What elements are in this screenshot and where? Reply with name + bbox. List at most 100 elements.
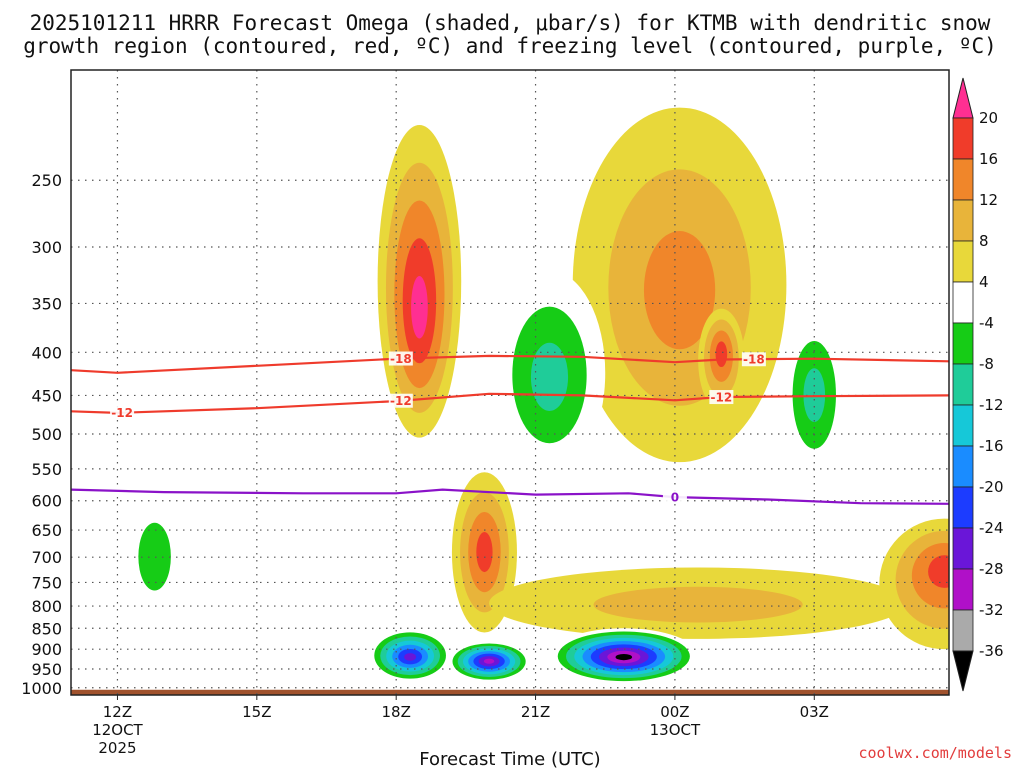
contour-label-bg--12-0 bbox=[110, 405, 135, 420]
contour-0 bbox=[71, 488, 949, 505]
colorbar-label--8: -8 bbox=[979, 355, 994, 373]
colorbar-label--24: -24 bbox=[979, 519, 1004, 537]
colorbar-segment-12 bbox=[952, 158, 974, 201]
chart-title-line-2: growth region (contoured, red, ºC) and f… bbox=[23, 34, 997, 58]
x-tick-year-12Z: 2025 bbox=[98, 739, 136, 757]
omega-updraft-upper-core-level-4 bbox=[411, 275, 428, 339]
x-tick-18Z: 18Z bbox=[381, 703, 410, 721]
temperature-contours bbox=[71, 354, 949, 505]
y-tick-800: 800 bbox=[31, 597, 62, 616]
omega-descent-low-3 bbox=[549, 628, 699, 685]
colorbar-segment--32 bbox=[952, 568, 974, 611]
y-tick-850: 850 bbox=[31, 619, 62, 638]
y-tick-750: 750 bbox=[31, 573, 62, 592]
y-tick-600: 600 bbox=[31, 492, 62, 511]
colorbar-segment--24 bbox=[952, 486, 974, 529]
x-tick-00Z: 00Z bbox=[660, 703, 689, 721]
colorbar-label-4: 4 bbox=[979, 273, 989, 291]
colorbar: 20 16 12 8 4 -4 -8 -12 -16 -20 -24 -28 -32 -36 bbox=[952, 77, 1004, 692]
omega-upper-ridge-plume bbox=[572, 107, 787, 463]
colorbar-label--28: -28 bbox=[979, 560, 1004, 578]
colorbar-label--16: -16 bbox=[979, 437, 1004, 455]
contour-label--18-1: -18 bbox=[743, 353, 765, 367]
contour-label--12-2: -12 bbox=[711, 391, 733, 405]
x-axis-label: Forecast Time (UTC) bbox=[419, 749, 600, 768]
y-axis-ticks: 250 300 350 400 450 500 550 600 650 700 750 800 850 9… bbox=[21, 171, 62, 698]
omega-descent-low-2 bbox=[447, 640, 531, 683]
omega-shading bbox=[122, 107, 949, 685]
contour--18 bbox=[71, 354, 949, 374]
colorbar-bottom-arrow bbox=[952, 650, 974, 692]
colorbar-segment-8 bbox=[952, 199, 974, 242]
colorbar-label--4: -4 bbox=[979, 314, 994, 332]
colorbar-segment--28 bbox=[952, 527, 974, 570]
colorbar-label-16: 16 bbox=[979, 150, 998, 168]
colorbar-label--32: -32 bbox=[979, 601, 1004, 619]
colorbar-label-20: 20 bbox=[979, 109, 998, 127]
contour-labels: -18 -18 -12 -12 -12 0 bbox=[110, 351, 766, 505]
omega-lower-mid-plume-level-3 bbox=[476, 531, 493, 573]
y-tick-350: 350 bbox=[31, 294, 62, 313]
x-tick-15Z: 15Z bbox=[242, 703, 271, 721]
x-tick-date-12Z: 12OCT bbox=[92, 721, 143, 739]
y-tick-650: 650 bbox=[31, 521, 62, 540]
colorbar-segment--4 bbox=[952, 281, 974, 324]
colorbar-segment--20 bbox=[952, 445, 974, 488]
colorbar-label-8: 8 bbox=[979, 232, 989, 250]
contour--12 bbox=[71, 392, 949, 415]
x-tick-date-00Z: 13OCT bbox=[650, 721, 701, 739]
y-tick-900: 900 bbox=[31, 640, 62, 659]
omega-east-edge-core-level-3 bbox=[928, 555, 949, 588]
omega-descent-upper-mid-level-2 bbox=[530, 342, 569, 412]
y-tick-700: 700 bbox=[31, 548, 62, 567]
colorbar-segment-16 bbox=[952, 117, 974, 160]
colorbar-segment--8 bbox=[952, 322, 974, 365]
contour-label-bg--18-0 bbox=[388, 351, 413, 366]
colorbar-segment-4 bbox=[952, 240, 974, 283]
colorbar-top-arrow bbox=[952, 77, 974, 119]
contour-label-bg--12-2 bbox=[709, 390, 734, 405]
colorbar-segment--36 bbox=[952, 609, 974, 652]
omega-descent-west-level-1 bbox=[138, 522, 171, 591]
y-tick-550: 550 bbox=[31, 460, 62, 479]
omega-updraft-upper-core bbox=[377, 125, 462, 438]
chart-title-line-1: 2025101211 HRRR Forecast Omega (shaded, … bbox=[30, 11, 991, 35]
omega-descent-west bbox=[122, 488, 188, 624]
x-tick-21Z: 21Z bbox=[521, 703, 550, 721]
omega-descent-east-mid bbox=[781, 313, 847, 476]
plot-frame bbox=[70, 69, 950, 696]
contour-label--12-0: -12 bbox=[111, 406, 133, 420]
omega-lower-band bbox=[489, 567, 908, 639]
contour-label-bg-0-0 bbox=[662, 490, 687, 505]
ground-surface bbox=[71, 689, 949, 695]
credit-link[interactable]: coolwx.com/models bbox=[858, 744, 1012, 762]
omega-secondary-core-level-3 bbox=[715, 341, 728, 368]
x-tick-12Z: 12Z bbox=[103, 703, 132, 721]
contour-label-0-0: 0 bbox=[671, 491, 679, 505]
contour-label--18-0: -18 bbox=[390, 352, 412, 366]
contour-label-bg--12-1 bbox=[388, 393, 413, 408]
omega-descent-upper-mid bbox=[493, 270, 606, 476]
y-tick-450: 450 bbox=[31, 386, 62, 405]
omega-descent-low-2-level-7 bbox=[483, 658, 495, 664]
contour-label-bg--18-1 bbox=[741, 352, 766, 367]
y-tick-250: 250 bbox=[31, 171, 62, 190]
omega-lower-band-level-1 bbox=[593, 586, 803, 623]
y-tick-400: 400 bbox=[31, 343, 62, 362]
x-tick-03Z: 03Z bbox=[800, 703, 829, 721]
colorbar-segment--12 bbox=[952, 363, 974, 406]
omega-descent-low-1-level-6 bbox=[404, 653, 417, 661]
colorbar-label--36: -36 bbox=[979, 642, 1004, 660]
contour-label--12-1: -12 bbox=[390, 394, 412, 408]
y-tick-1000: 1000 bbox=[21, 679, 62, 698]
omega-descent-low-3-level-8 bbox=[615, 654, 633, 661]
colorbar-segment--16 bbox=[952, 404, 974, 447]
colorbar-label-12: 12 bbox=[979, 191, 998, 209]
y-tick-500: 500 bbox=[31, 425, 62, 444]
y-tick-950: 950 bbox=[31, 660, 62, 679]
omega-east-edge-core bbox=[879, 518, 949, 650]
colorbar-label--12: -12 bbox=[979, 396, 1004, 414]
